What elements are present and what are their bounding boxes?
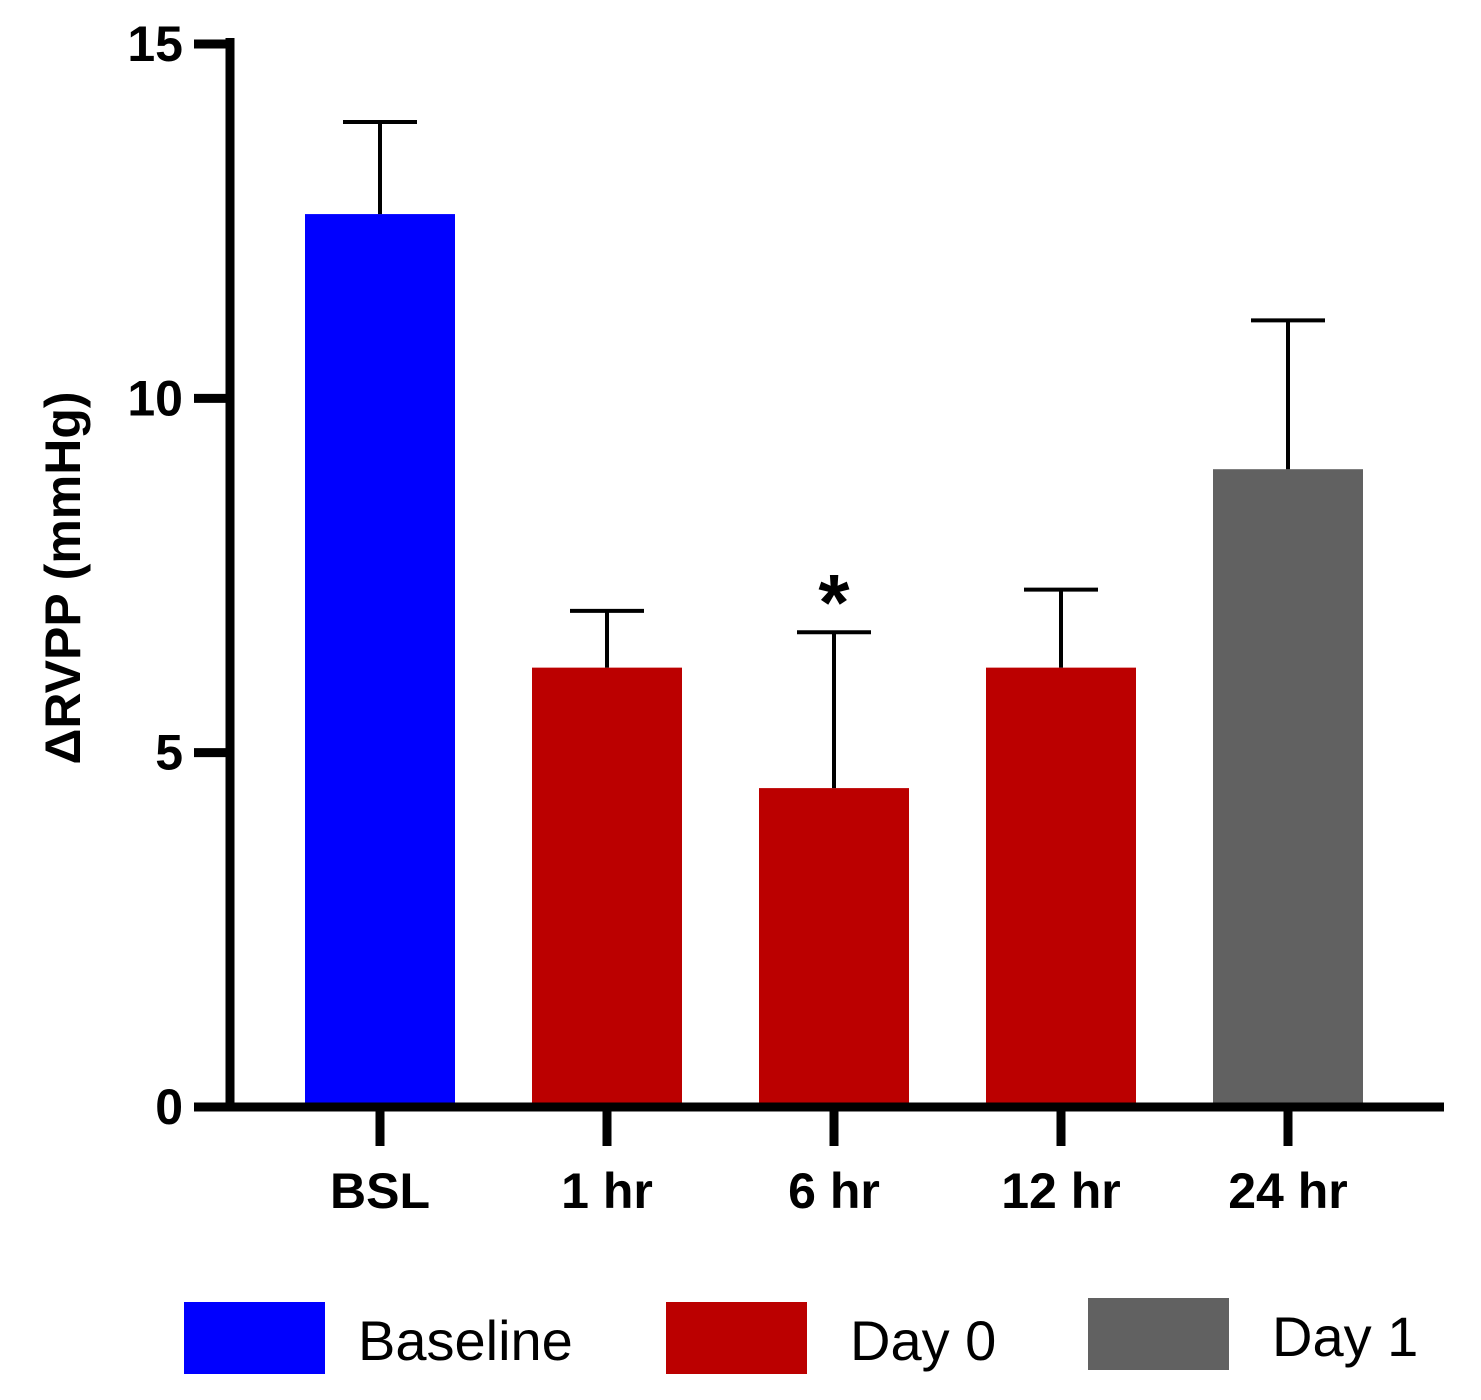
annotations-layer: * bbox=[818, 558, 850, 647]
x-tick-label-bsl: BSL bbox=[330, 1163, 430, 1219]
x-tick-label-24-hr: 24 hr bbox=[1228, 1163, 1348, 1219]
legend-label-baseline: Baseline bbox=[358, 1309, 573, 1372]
legend-swatch-day-1 bbox=[1088, 1298, 1229, 1370]
bar-6-hr bbox=[759, 788, 909, 1107]
y-tick-label-15: 15 bbox=[127, 16, 183, 72]
y-tick-label-5: 5 bbox=[155, 725, 183, 781]
x-tick-label-1-hr: 1 hr bbox=[561, 1163, 653, 1219]
x-ticks-layer: BSL 1 hr 6 hr 12 hr 24 hr bbox=[330, 1107, 1348, 1219]
bars-layer bbox=[305, 214, 1363, 1107]
bar-12-hr bbox=[986, 667, 1136, 1107]
y-ticks-layer: 0 5 10 15 bbox=[127, 16, 230, 1135]
legend-swatch-day-0 bbox=[666, 1302, 807, 1374]
bar-1-hr bbox=[532, 667, 682, 1107]
x-tick-label-6-hr: 6 hr bbox=[788, 1163, 880, 1219]
x-tick-label-12-hr: 12 hr bbox=[1001, 1163, 1121, 1219]
error-bars-layer bbox=[343, 119, 1325, 789]
bar-24-hr bbox=[1213, 469, 1363, 1107]
significance-marker: * bbox=[818, 558, 850, 647]
y-axis-label: ΔRVPP (mmHg) bbox=[35, 391, 91, 764]
legend-swatch-baseline bbox=[184, 1302, 325, 1374]
legend-label-day-0: Day 0 bbox=[850, 1309, 996, 1372]
y-tick-label-0: 0 bbox=[155, 1079, 183, 1135]
legend: Baseline Day 0 Day 1 bbox=[184, 1298, 1418, 1374]
y-tick-label-10: 10 bbox=[127, 370, 183, 426]
legend-label-day-1: Day 1 bbox=[1272, 1305, 1418, 1368]
bar-bsl bbox=[305, 214, 455, 1107]
